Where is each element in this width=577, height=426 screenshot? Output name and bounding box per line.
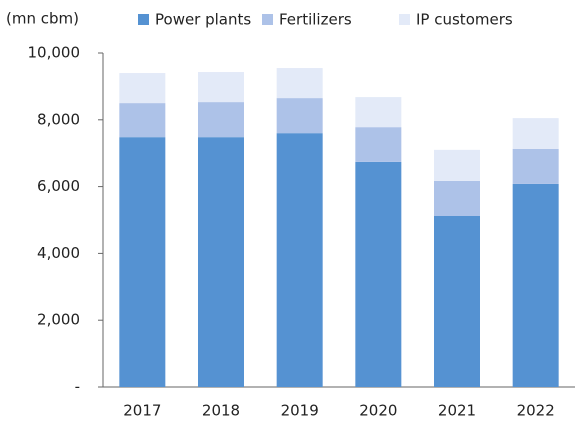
legend-label: Power plants bbox=[155, 11, 251, 29]
bar-segment bbox=[119, 73, 166, 104]
bar-segment bbox=[198, 72, 244, 103]
bar-segment bbox=[119, 137, 166, 387]
bar-segment bbox=[434, 149, 480, 181]
x-tick-label: 2020 bbox=[359, 402, 397, 420]
bar-segment bbox=[355, 161, 402, 387]
y-tick-label: 4,000 bbox=[37, 244, 80, 262]
bar-segment bbox=[512, 148, 559, 184]
y-tick-label: 8,000 bbox=[37, 110, 80, 128]
y-tick-label: 2,000 bbox=[37, 311, 80, 329]
legend-label: IP customers bbox=[416, 11, 513, 29]
bar-segment bbox=[355, 97, 402, 128]
x-tick-label: 2021 bbox=[438, 402, 476, 420]
legend-label: Fertilizers bbox=[279, 11, 352, 29]
y-tick-label: 6,000 bbox=[37, 177, 80, 195]
bar-segment bbox=[198, 137, 244, 387]
x-tick-label: 2018 bbox=[202, 402, 240, 420]
bar-segment bbox=[119, 103, 166, 138]
legend-swatch bbox=[399, 14, 410, 25]
y-tick-label: 10,000 bbox=[28, 44, 81, 62]
legend-swatch bbox=[138, 14, 149, 25]
y-tick-label: - bbox=[75, 378, 80, 396]
bar-segment bbox=[198, 102, 244, 138]
x-tick-label: 2017 bbox=[123, 402, 161, 420]
bar-segment bbox=[276, 98, 323, 134]
y-axis-unit: (mn cbm) bbox=[6, 10, 79, 28]
bar-segment bbox=[276, 68, 323, 99]
bar-segment bbox=[355, 127, 402, 162]
x-tick-label: 2019 bbox=[281, 402, 319, 420]
legend-swatch bbox=[262, 14, 273, 25]
x-tick-label: 2022 bbox=[517, 402, 555, 420]
bar-segment bbox=[434, 180, 480, 216]
bar-segment bbox=[434, 215, 480, 387]
bar-segment bbox=[276, 133, 323, 387]
bar-segment bbox=[512, 118, 559, 149]
bar-segment bbox=[512, 183, 559, 387]
